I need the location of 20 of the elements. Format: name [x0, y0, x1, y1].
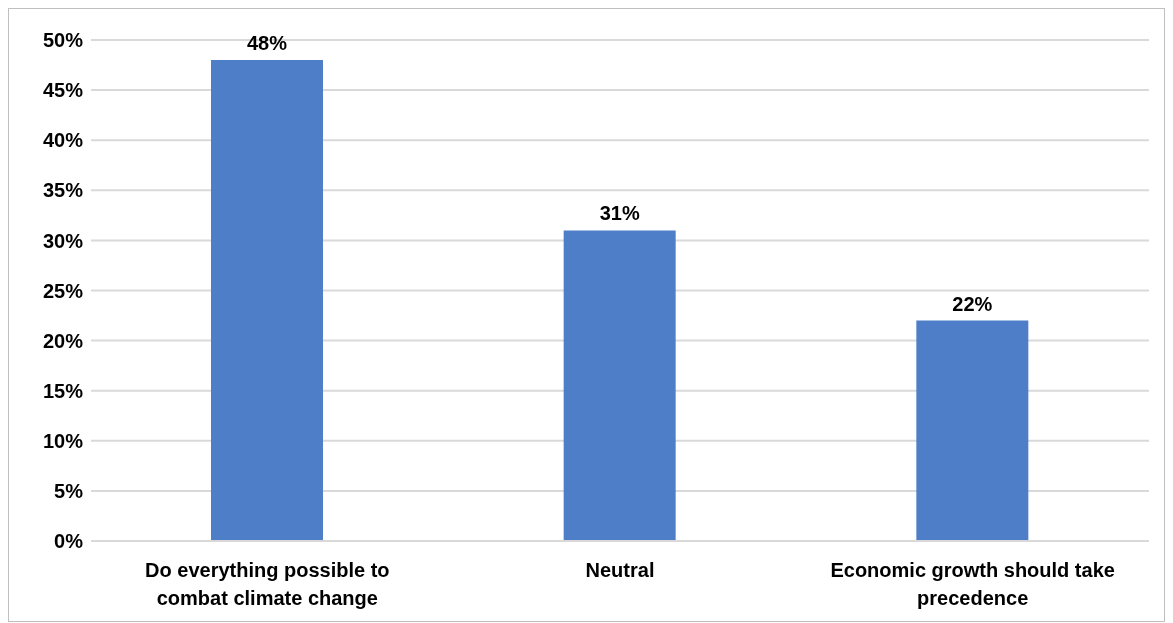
y-tick-label: 25%	[42, 279, 84, 302]
data-label: 22%	[952, 292, 993, 315]
y-tick-label: 20%	[42, 329, 84, 352]
bar	[211, 60, 323, 541]
y-tick-label: 0%	[54, 530, 84, 553]
y-tick-label: 50%	[42, 29, 84, 52]
y-tick-label: 15%	[42, 379, 84, 402]
x-tick-label: Do everything possible to combat climate change	[145, 559, 390, 609]
y-tick-label: 45%	[42, 79, 84, 102]
y-tick-label: 35%	[42, 179, 84, 202]
y-tick-label: 10%	[42, 429, 84, 452]
y-tick-label: 5%	[54, 480, 84, 502]
x-tick-label: Neutral	[585, 559, 655, 581]
bar	[916, 320, 1029, 541]
bar	[563, 230, 676, 541]
x-tick-label: Economic growth should take precedence	[830, 559, 1115, 609]
data-label: 31%	[599, 202, 640, 225]
y-tick-label: 30%	[42, 229, 84, 252]
data-label: 48%	[246, 32, 288, 55]
y-tick-label: 40%	[42, 129, 84, 152]
